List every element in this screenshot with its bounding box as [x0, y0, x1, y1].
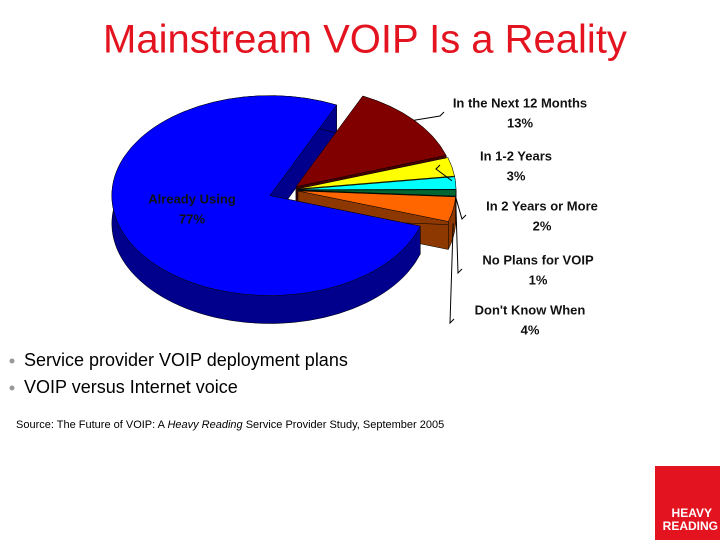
- bullet-text: Service provider VOIP deployment plans: [24, 350, 348, 370]
- slice-label: In the Next 12 Months: [453, 95, 587, 110]
- slice-value-label: 77%: [179, 211, 205, 226]
- slice-value-label: 2%: [533, 218, 552, 233]
- logo-text: READING: [663, 519, 718, 533]
- slice-label: Already Using: [148, 191, 235, 206]
- slide-title: Mainstream VOIP Is a Reality: [103, 18, 627, 62]
- bullet-text: VOIP versus Internet voice: [24, 377, 238, 397]
- source-part: Source: The Future of VOIP: A: [16, 419, 167, 431]
- slice-label: In 1-2 Years: [480, 148, 552, 163]
- leader-line: [455, 196, 467, 220]
- slice-label: No Plans for VOIP: [482, 252, 594, 267]
- leader-line: [435, 164, 453, 182]
- source-part: Heavy Reading: [167, 419, 243, 431]
- pie-slice: [297, 189, 457, 197]
- pie-slice: [297, 157, 455, 190]
- pie-slice: [297, 176, 457, 190]
- slice-value-label: 3%: [507, 168, 526, 183]
- pie-slice: [295, 95, 447, 188]
- leader-line: [455, 206, 463, 275]
- slice-label: In 2 Years or More: [486, 198, 598, 213]
- logo-text: HEAVY: [672, 506, 712, 520]
- bullet-dot: [9, 385, 15, 391]
- source-part: Service Provider Study, September 2005: [243, 419, 445, 431]
- source-note: Source: The Future of VOIP: A Heavy Read…: [16, 419, 444, 431]
- pie-chart: In the Next 12 Months 13% In 1-2 Years 3% In…: [111, 95, 598, 337]
- slice-value-label: 1%: [529, 272, 548, 287]
- leader-line: [449, 223, 455, 325]
- slice-label: Don't Know When: [475, 302, 586, 317]
- pie-slice: [297, 190, 456, 222]
- bullet-dot: [9, 358, 15, 364]
- leader-line: [414, 111, 445, 121]
- pie-slice: [111, 95, 421, 296]
- logo-box: [655, 466, 720, 540]
- slice-value-label: 13%: [507, 115, 533, 130]
- slice-value-label: 4%: [521, 322, 540, 337]
